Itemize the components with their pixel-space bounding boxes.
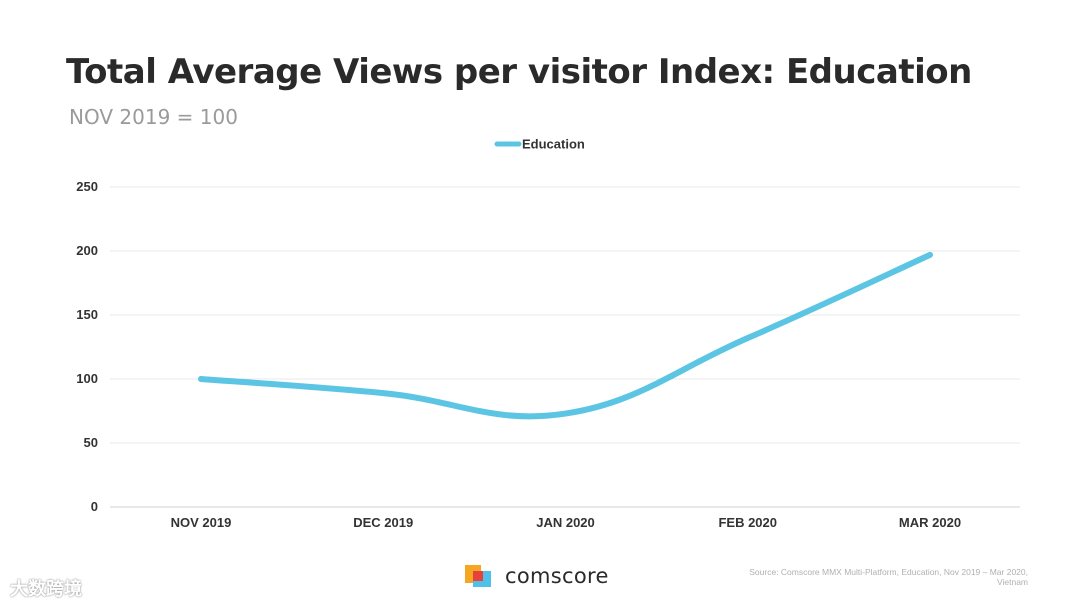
- x-tick-label: JAN 2020: [536, 515, 595, 530]
- x-tick-label: DEC 2019: [353, 515, 413, 530]
- source-note: Source: Comscore MMX Multi-Platform, Edu…: [749, 567, 1028, 587]
- x-tick-label: NOV 2019: [171, 515, 232, 530]
- x-axis: NOV 2019 DEC 2019 JAN 2020 FEB 2020 MAR 2020: [171, 515, 961, 530]
- legend: Education: [494, 137, 585, 152]
- chart-title: Total Average Views per visitor Index: E…: [66, 52, 972, 92]
- y-tick-label: 250: [76, 179, 98, 194]
- y-axis: 0 50 100 150 200 250: [76, 179, 98, 514]
- watermark: 大数跨境: [10, 579, 82, 600]
- brand-name: comscore: [505, 564, 609, 588]
- series-layer: [198, 251, 933, 420]
- y-tick-label: 100: [76, 371, 98, 386]
- chart-subtitle: NOV 2019 = 100: [69, 105, 238, 129]
- y-tick-label: 200: [76, 243, 98, 258]
- x-tick-label: MAR 2020: [899, 515, 961, 530]
- y-tick-label: 0: [91, 499, 98, 514]
- legend-label: Education: [522, 137, 585, 152]
- y-tick-label: 50: [84, 435, 98, 450]
- series-line-education: [198, 251, 933, 420]
- comscore-logo-icon: [465, 563, 495, 589]
- comscore-logo: comscore: [465, 563, 609, 589]
- gridlines: [110, 186, 1020, 508]
- x-tick-label: FEB 2020: [718, 515, 777, 530]
- y-tick-label: 150: [76, 307, 98, 322]
